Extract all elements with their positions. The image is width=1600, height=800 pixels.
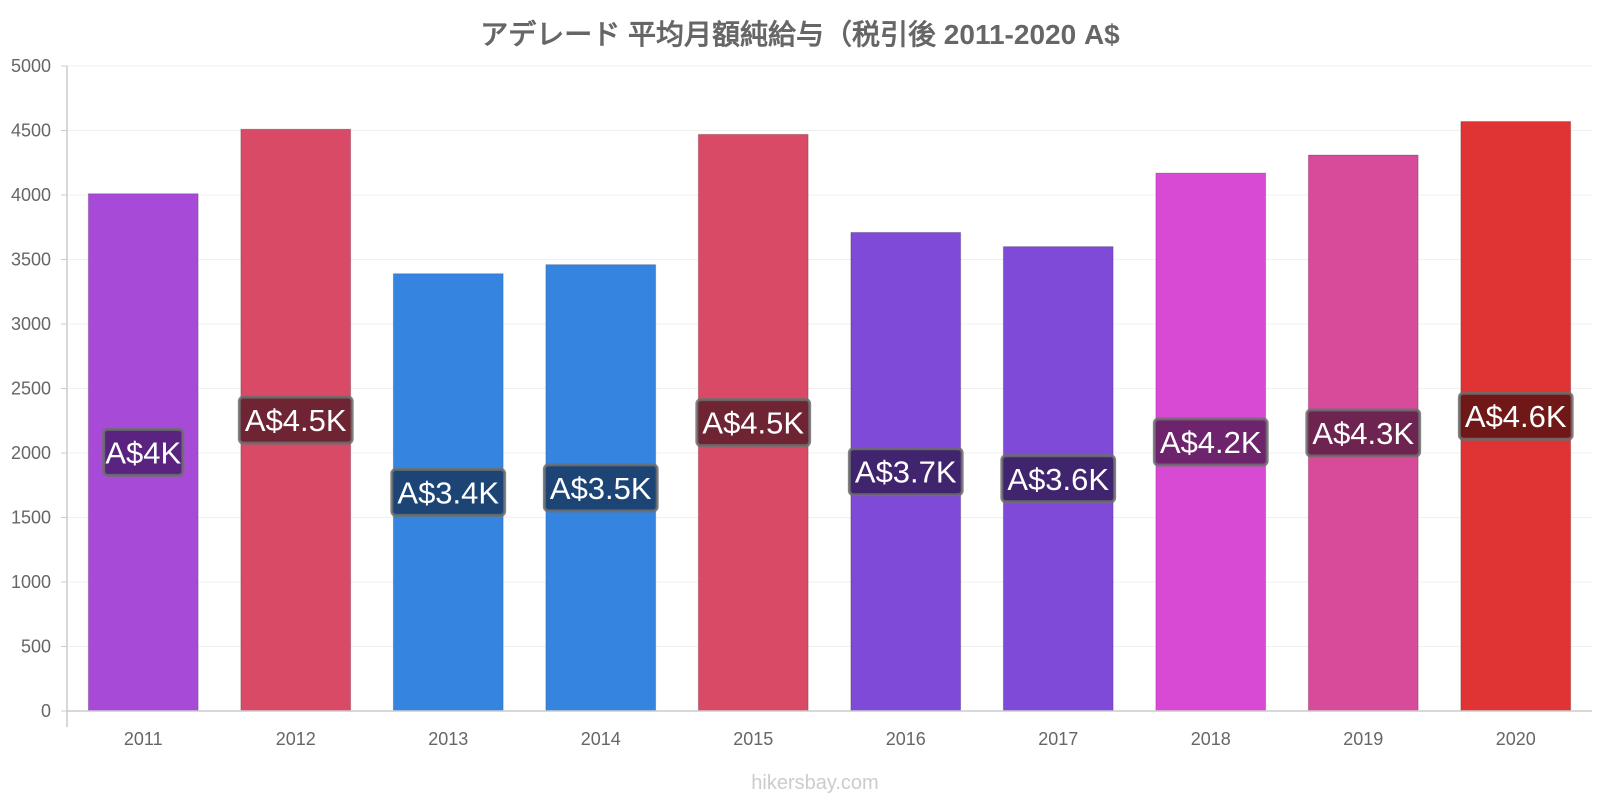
data-label-box bbox=[1457, 391, 1574, 441]
data-label-box bbox=[847, 447, 964, 497]
y-tick-label: 1500 bbox=[11, 508, 51, 528]
y-tick-label: 0 bbox=[41, 701, 51, 721]
data-label: A$4.5K bbox=[702, 406, 804, 441]
data-labels: A$4K A$4.5K A$3.4K A$3.5K A$4.5K A$3.7K A$3.6K… bbox=[102, 391, 1574, 517]
data-label-box bbox=[695, 398, 812, 448]
data-label: A$4.2K bbox=[1160, 425, 1262, 460]
watermark: hikersbay.com bbox=[751, 772, 878, 794]
y-tick-label: 4500 bbox=[11, 121, 51, 141]
data-label-box bbox=[390, 467, 507, 517]
x-tick-label: 2012 bbox=[276, 729, 316, 749]
data-label: A$3.4K bbox=[397, 475, 499, 510]
x-tick-label: 2013 bbox=[428, 729, 468, 749]
data-label-box bbox=[237, 395, 354, 445]
data-label-box bbox=[1000, 454, 1117, 504]
x-tick-label: 2018 bbox=[1191, 729, 1231, 749]
y-tick-label: 500 bbox=[21, 637, 51, 657]
y-tick-label: 1000 bbox=[11, 572, 51, 592]
x-axis: 2011 2012 2013 2014 2015 2016 2017 2018 2019 2020 bbox=[67, 710, 1592, 749]
data-label: A$3.5K bbox=[550, 471, 652, 506]
y-tick-label: 4000 bbox=[11, 185, 51, 205]
data-label: A$4.6K bbox=[1465, 399, 1567, 434]
y-tick-label: 5000 bbox=[11, 56, 51, 76]
x-tick-label: 2014 bbox=[581, 729, 621, 749]
data-label: A$4.3K bbox=[1312, 416, 1414, 451]
x-tick-label: 2017 bbox=[1038, 729, 1078, 749]
y-tick-label: 3000 bbox=[11, 314, 51, 334]
data-label: A$3.7K bbox=[855, 455, 957, 490]
x-tick-label: 2019 bbox=[1343, 729, 1383, 749]
data-label: A$4K bbox=[105, 435, 181, 470]
data-label-box bbox=[1152, 417, 1269, 467]
chart-title: アデレード 平均月額純給与（税引後 2011-2020 A$ bbox=[480, 18, 1120, 50]
y-tick-label: 2500 bbox=[11, 379, 51, 399]
data-label: A$3.6K bbox=[1007, 462, 1109, 497]
x-tick-label: 2015 bbox=[733, 729, 773, 749]
x-tick-label: 2020 bbox=[1496, 729, 1536, 749]
y-tick-label: 3500 bbox=[11, 250, 51, 270]
data-label-box bbox=[102, 427, 185, 477]
y-tick-label: 2000 bbox=[11, 443, 51, 463]
data-label-box bbox=[1305, 408, 1422, 458]
data-label: A$4.5K bbox=[245, 403, 347, 438]
y-axis: 0 500 1000 1500 2000 2500 3000 3500 4000 4500 5000 bbox=[11, 56, 68, 727]
x-tick-label: 2016 bbox=[886, 729, 926, 749]
x-tick-label: 2011 bbox=[124, 729, 163, 749]
data-label-box bbox=[542, 463, 659, 513]
